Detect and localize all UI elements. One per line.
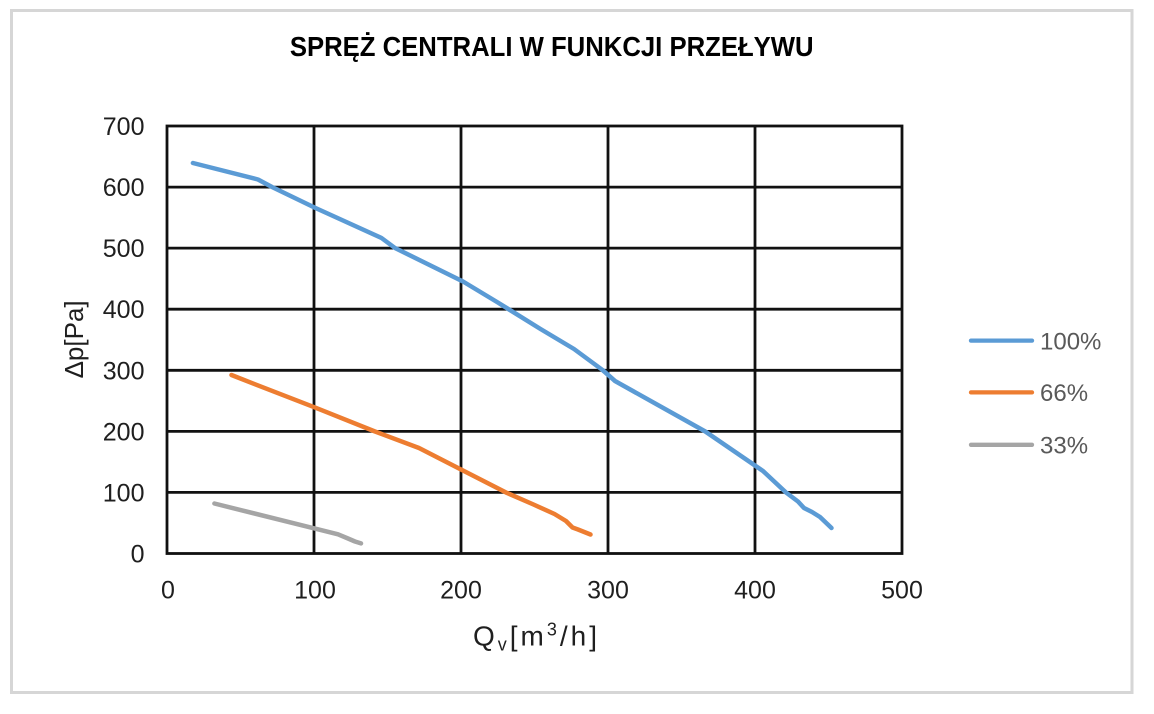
svg-text:200: 200 (103, 418, 145, 446)
svg-text:100%: 100% (1040, 328, 1101, 355)
svg-text:700: 700 (103, 113, 145, 141)
svg-text:Δp[Pa]: Δp[Pa] (59, 300, 89, 378)
svg-text:300: 300 (103, 357, 145, 385)
svg-text:66%: 66% (1040, 380, 1088, 407)
svg-text:200: 200 (440, 577, 482, 605)
svg-text:500: 500 (881, 577, 923, 605)
svg-text:100: 100 (103, 479, 145, 507)
svg-text:SPRĘŻ CENTRALI W FUNKCJI PRZEŁ: SPRĘŻ CENTRALI W FUNKCJI PRZEŁYWU (290, 31, 814, 62)
svg-text:600: 600 (103, 174, 145, 202)
svg-text:33%: 33% (1040, 433, 1088, 460)
svg-text:400: 400 (734, 577, 776, 605)
svg-text:Qv[m3/h]: Qv[m3/h] (473, 620, 600, 655)
svg-text:500: 500 (103, 235, 145, 263)
svg-text:100: 100 (294, 577, 336, 605)
svg-text:300: 300 (587, 577, 629, 605)
svg-text:0: 0 (161, 577, 175, 605)
svg-text:0: 0 (131, 541, 145, 569)
svg-text:400: 400 (103, 296, 145, 324)
